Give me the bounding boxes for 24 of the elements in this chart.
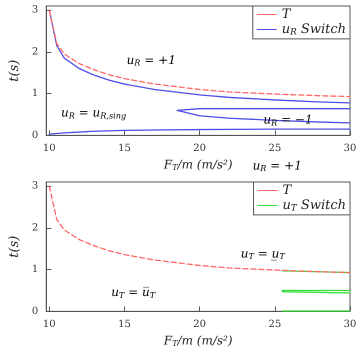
y-tick-label: 1 (32, 88, 38, 100)
x-tick-label: 30 (344, 318, 356, 330)
legend-label: uR Switch (282, 22, 346, 38)
y-axis-title: t(s) (7, 236, 22, 258)
y-tick-label: 3 (32, 180, 38, 192)
x-tick-label: 20 (193, 142, 206, 154)
y-axis-title: t(s) (7, 60, 22, 82)
y-tick-label: 1 (32, 264, 38, 276)
legend-label: uT Switch (282, 198, 346, 214)
x-tick-label: 20 (193, 318, 206, 330)
y-tick-label: 0 (32, 130, 38, 141)
x-tick-label: 10 (42, 142, 56, 154)
x-tick-label: 15 (118, 318, 131, 330)
x-tick-label: 30 (344, 142, 356, 154)
x-tick-label: 25 (268, 142, 282, 154)
x-tick-label: 15 (118, 142, 131, 154)
legend-label: T (282, 183, 293, 198)
legend-label: T (282, 7, 292, 22)
y-tick-label: 2 (32, 46, 38, 58)
x-tick-label: 25 (268, 318, 282, 330)
y-tick-label: 2 (32, 222, 38, 234)
y-tick-label: 0 (32, 306, 38, 317)
x-tick-label: 10 (42, 318, 56, 330)
y-tick-label: 3 (32, 4, 38, 16)
